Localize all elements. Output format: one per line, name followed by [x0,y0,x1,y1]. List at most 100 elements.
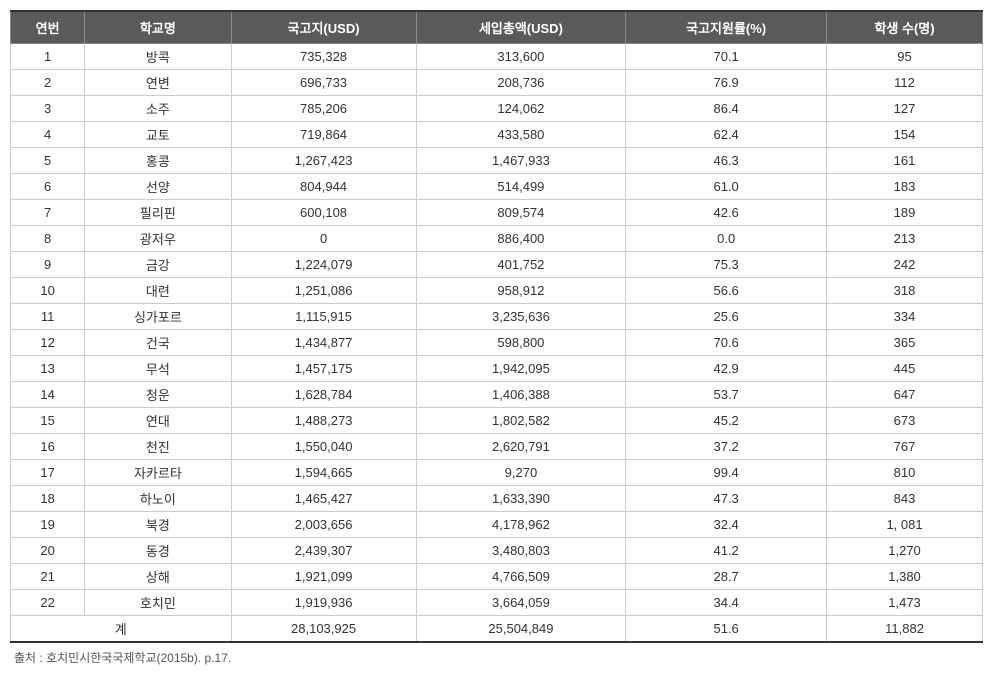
table-cell: 홍콩 [85,148,231,174]
table-cell: 싱가포르 [85,304,231,330]
table-cell: 514,499 [416,174,626,200]
table-cell: 1,942,095 [416,356,626,382]
table-row: 21상해1,921,0994,766,50928.71,380 [11,564,983,590]
table-cell: 183 [827,174,983,200]
table-cell: 자카르타 [85,460,231,486]
table-cell: 154 [827,122,983,148]
table-cell: 20 [11,538,85,564]
table-row: 11싱가포르1,115,9153,235,63625.6334 [11,304,983,330]
table-cell: 3,480,803 [416,538,626,564]
table-cell: 673 [827,408,983,434]
table-cell: 연변 [85,70,231,96]
table-cell: 2,003,656 [231,512,416,538]
table-row: 8광저우0886,4000.0213 [11,226,983,252]
table-row: 14청운1,628,7841,406,38853.7647 [11,382,983,408]
table-cell: 189 [827,200,983,226]
table-row: 20동경2,439,3073,480,80341.21,270 [11,538,983,564]
table-cell: 598,800 [416,330,626,356]
table-total-row: 계28,103,92525,504,84951.611,882 [11,616,983,643]
table-row: 6선양804,944514,49961.0183 [11,174,983,200]
table-row: 19북경2,003,6564,178,96232.41, 081 [11,512,983,538]
table-cell: 14 [11,382,85,408]
table-cell: 124,062 [416,96,626,122]
table-cell: 767 [827,434,983,460]
table-cell: 건국 [85,330,231,356]
col-header-students: 학생 수(명) [827,11,983,44]
col-header-treasury: 국고지(USD) [231,11,416,44]
table-cell: 75.3 [626,252,827,278]
table-cell: 112 [827,70,983,96]
table-cell: 313,600 [416,44,626,70]
table-cell: 334 [827,304,983,330]
table-cell: 4 [11,122,85,148]
table-cell: 천진 [85,434,231,460]
table-cell: 41.2 [626,538,827,564]
table-cell: 17 [11,460,85,486]
table-cell: 804,944 [231,174,416,200]
table-cell: 1,628,784 [231,382,416,408]
table-cell: 방콕 [85,44,231,70]
total-cell: 11,882 [827,616,983,643]
table-cell: 242 [827,252,983,278]
table-cell: 1,802,582 [416,408,626,434]
table-row: 9금강1,224,079401,75275.3242 [11,252,983,278]
header-row: 연번 학교명 국고지(USD) 세입총액(USD) 국고지원률(%) 학생 수(… [11,11,983,44]
table-row: 13무석1,457,1751,942,09542.9445 [11,356,983,382]
table-cell: 금강 [85,252,231,278]
table-cell: 1,224,079 [231,252,416,278]
table-cell: 호치민 [85,590,231,616]
table-cell: 1,550,040 [231,434,416,460]
table-cell: 21 [11,564,85,590]
table-row: 1방콕735,328313,60070.195 [11,44,983,70]
table-cell: 3 [11,96,85,122]
data-table: 연번 학교명 국고지(USD) 세입총액(USD) 국고지원률(%) 학생 수(… [10,10,983,643]
table-row: 2연변696,733208,73676.9112 [11,70,983,96]
table-row: 12건국1,434,877598,80070.6365 [11,330,983,356]
table-cell: 401,752 [416,252,626,278]
table-cell: 810 [827,460,983,486]
table-cell: 161 [827,148,983,174]
table-cell: 28.7 [626,564,827,590]
col-header-num: 연번 [11,11,85,44]
table-cell: 70.1 [626,44,827,70]
table-cell: 365 [827,330,983,356]
table-cell: 9,270 [416,460,626,486]
table-row: 10대련1,251,086958,91256.6318 [11,278,983,304]
table-cell: 3,235,636 [416,304,626,330]
table-cell: 61.0 [626,174,827,200]
table-cell: 15 [11,408,85,434]
table-cell: 0.0 [626,226,827,252]
table-cell: 10 [11,278,85,304]
table-cell: 735,328 [231,44,416,70]
total-label: 계 [11,616,232,643]
table-row: 4교토719,864433,58062.4154 [11,122,983,148]
table-cell: 18 [11,486,85,512]
table-cell: 0 [231,226,416,252]
table-row: 5홍콩1,267,4231,467,93346.3161 [11,148,983,174]
table-cell: 53.7 [626,382,827,408]
table-cell: 하노이 [85,486,231,512]
table-cell: 1,919,936 [231,590,416,616]
table-cell: 213 [827,226,983,252]
table-cell: 70.6 [626,330,827,356]
table-cell: 42.9 [626,356,827,382]
table-cell: 696,733 [231,70,416,96]
table-cell: 8 [11,226,85,252]
table-cell: 2 [11,70,85,96]
table-cell: 22 [11,590,85,616]
table-cell: 25.6 [626,304,827,330]
table-cell: 3,664,059 [416,590,626,616]
table-cell: 785,206 [231,96,416,122]
table-cell: 5 [11,148,85,174]
table-cell: 32.4 [626,512,827,538]
table-cell: 47.3 [626,486,827,512]
table-row: 3소주785,206124,06286.4127 [11,96,983,122]
table-cell: 동경 [85,538,231,564]
table-cell: 318 [827,278,983,304]
table-cell: 7 [11,200,85,226]
col-header-support-rate: 국고지원률(%) [626,11,827,44]
table-cell: 1,488,273 [231,408,416,434]
table-cell: 9 [11,252,85,278]
table-cell: 1,251,086 [231,278,416,304]
table-cell: 연대 [85,408,231,434]
